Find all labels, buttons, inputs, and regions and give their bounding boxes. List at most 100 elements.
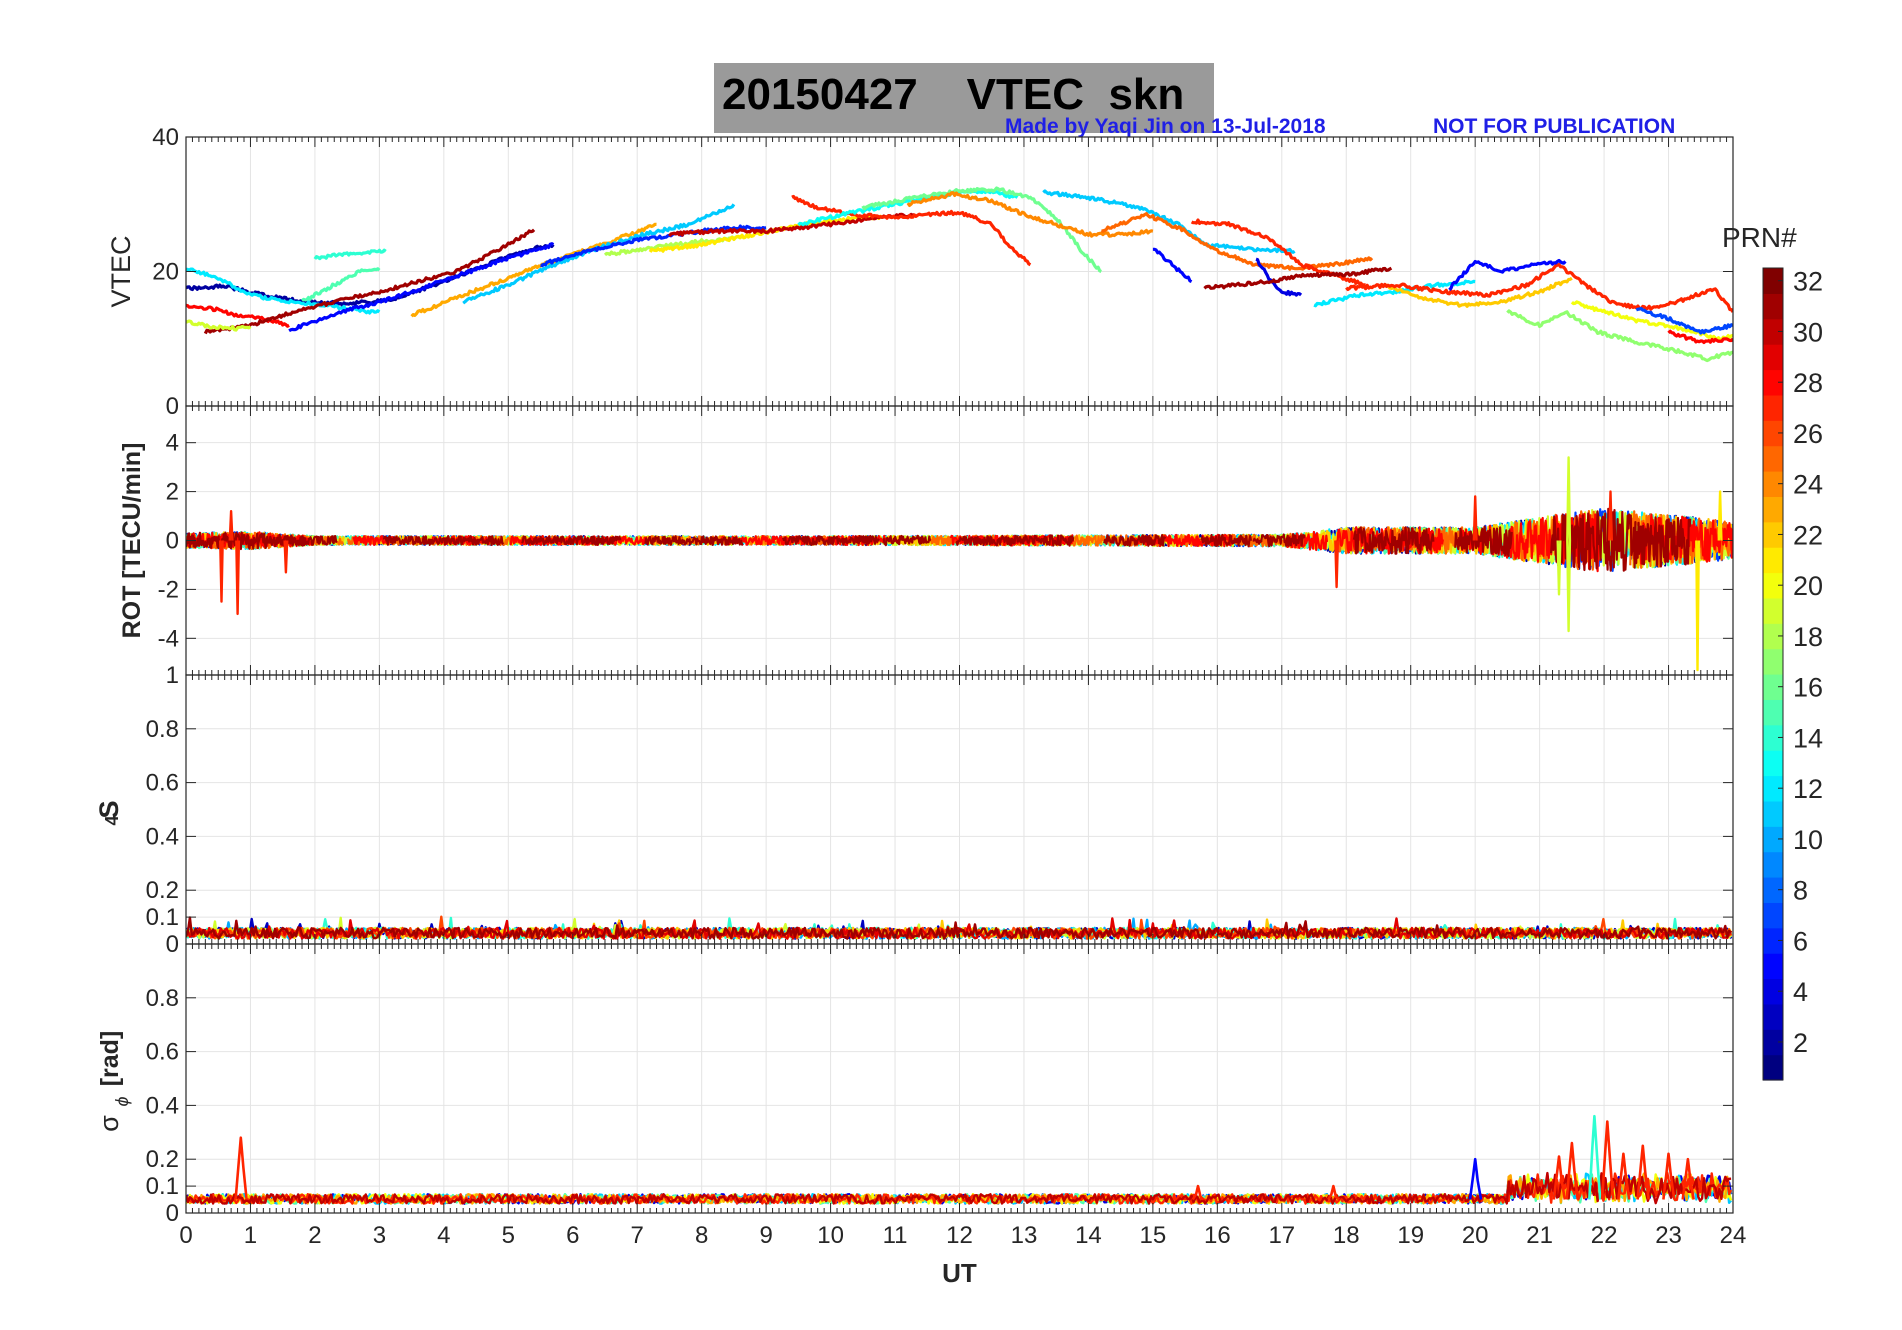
x-tick-label: 0	[179, 1222, 192, 1249]
colorbar-cell	[1763, 826, 1783, 853]
colorbar-tick-label: 4	[1793, 977, 1808, 1007]
colorbar-cell	[1763, 268, 1783, 294]
y-tick-label: -2	[158, 576, 179, 603]
colorbar-cell	[1763, 521, 1783, 548]
vtec-track	[1448, 258, 1567, 291]
y-tick-label: 0	[166, 528, 179, 555]
rot-spike	[235, 540, 241, 616]
colorbar-cell	[1763, 775, 1783, 802]
x-tick-label: 13	[1011, 1222, 1038, 1249]
rot-spike	[1472, 495, 1478, 541]
colorbar-cell	[1763, 318, 1783, 345]
y-axis-label-subscript: ϕ	[112, 1096, 132, 1106]
vtec-track	[186, 319, 252, 332]
vtec-track	[797, 187, 1019, 227]
sigma-peak	[1681, 1157, 1695, 1200]
rot-spike	[1334, 540, 1340, 589]
plot-area-sigma_phi	[186, 1114, 1733, 1205]
title-box	[714, 63, 1214, 133]
x-axis-label: UT	[942, 1258, 977, 1288]
y-tick-label: 0.1	[146, 904, 179, 931]
y-axis-label: VTEC	[106, 235, 136, 307]
sigma-peak	[1617, 1152, 1631, 1200]
colorbar-cell	[1763, 572, 1783, 599]
colorbar-cell	[1763, 496, 1783, 523]
rot-series	[644, 535, 744, 546]
colorbar-cell	[1763, 445, 1783, 472]
colorbar-cell	[1763, 420, 1783, 447]
colorbar-tick-label: 32	[1793, 267, 1823, 297]
vtec-track	[791, 194, 1032, 267]
rot-series	[955, 534, 1075, 547]
y-tick-label: -4	[158, 625, 179, 652]
colorbar-tick-label: 8	[1793, 876, 1808, 906]
colorbar-cell	[1763, 978, 1783, 1005]
colorbar-cell	[1763, 369, 1783, 396]
x-tick-label: 8	[695, 1222, 708, 1249]
colorbar-tick-label: 22	[1793, 520, 1823, 550]
rot-spike	[1566, 540, 1572, 633]
sigma-peak	[1600, 1120, 1615, 1200]
x-tick-label: 6	[566, 1222, 579, 1249]
colorbar-cell	[1763, 800, 1783, 827]
colorbar-cell	[1763, 1029, 1783, 1056]
colorbar-tick-label: 28	[1793, 368, 1823, 398]
rot-spike	[283, 540, 289, 574]
x-tick-label: 15	[1140, 1222, 1167, 1249]
rot-spike	[228, 510, 234, 541]
x-tick-label: 1	[244, 1222, 257, 1249]
x-tick-label: 20	[1462, 1222, 1489, 1249]
rot-series	[1200, 533, 1253, 548]
colorbar-cell	[1763, 547, 1783, 574]
colorbar-cell	[1763, 877, 1783, 903]
sigma-peak	[1636, 1144, 1650, 1200]
colorbar-cell	[1763, 1054, 1783, 1081]
sigma-series	[186, 1171, 1732, 1205]
sigma-peak	[1662, 1152, 1676, 1200]
x-tick-label: 11	[883, 1222, 908, 1249]
x-tick-label: 24	[1720, 1222, 1747, 1249]
vtec-track	[906, 191, 1154, 238]
rot-series	[382, 534, 505, 547]
colorbar-tick-label: 16	[1793, 673, 1823, 703]
vtec-track	[1203, 266, 1393, 290]
rot-spike	[1608, 490, 1613, 541]
y-axis-label: S	[94, 800, 124, 818]
colorbar-tick-label: 6	[1793, 926, 1808, 956]
colorbar-cell	[1763, 344, 1783, 371]
x-tick-label: 16	[1204, 1222, 1231, 1249]
rot-series	[882, 534, 932, 547]
colorbar-frame	[1762, 267, 1784, 1081]
y-tick-label: 20	[152, 259, 179, 286]
rot-series	[1352, 526, 1435, 555]
colorbar-cell	[1763, 851, 1783, 878]
vtec-track	[1635, 306, 1733, 335]
vtec-track	[1152, 247, 1193, 284]
y-tick-label: 2	[166, 479, 179, 506]
colorbar-cell	[1763, 623, 1783, 650]
rot-spike	[219, 540, 224, 603]
colorbar-cell	[1763, 648, 1783, 675]
y-axis-label-subscript: 4	[102, 815, 122, 825]
s4-series	[186, 917, 1733, 940]
colorbar-cell	[1763, 724, 1783, 751]
x-tick-label: 4	[437, 1222, 450, 1249]
y-tick-label: 1	[166, 662, 179, 689]
colorbar-tick-label: 18	[1793, 622, 1823, 652]
rot-series	[1550, 507, 1692, 572]
colorbar-cell	[1763, 1003, 1783, 1030]
vtec-track	[288, 242, 555, 333]
colorbar-cell	[1763, 597, 1783, 624]
y-tick-label: 40	[152, 124, 179, 151]
y-tick-label: 0	[166, 931, 179, 958]
colorbar-cell	[1763, 394, 1783, 421]
colorbar-cell	[1763, 674, 1783, 700]
colorbar-cell	[1763, 293, 1783, 320]
colorbar-tick-label: 2	[1793, 1028, 1808, 1058]
x-tick-label: 2	[308, 1222, 321, 1249]
vtec-track	[1313, 279, 1476, 308]
vtec-track	[1570, 300, 1733, 342]
vtec-track	[1100, 212, 1374, 271]
x-tick-label: 12	[946, 1222, 973, 1249]
colorbar-tick-label: 12	[1793, 774, 1823, 804]
